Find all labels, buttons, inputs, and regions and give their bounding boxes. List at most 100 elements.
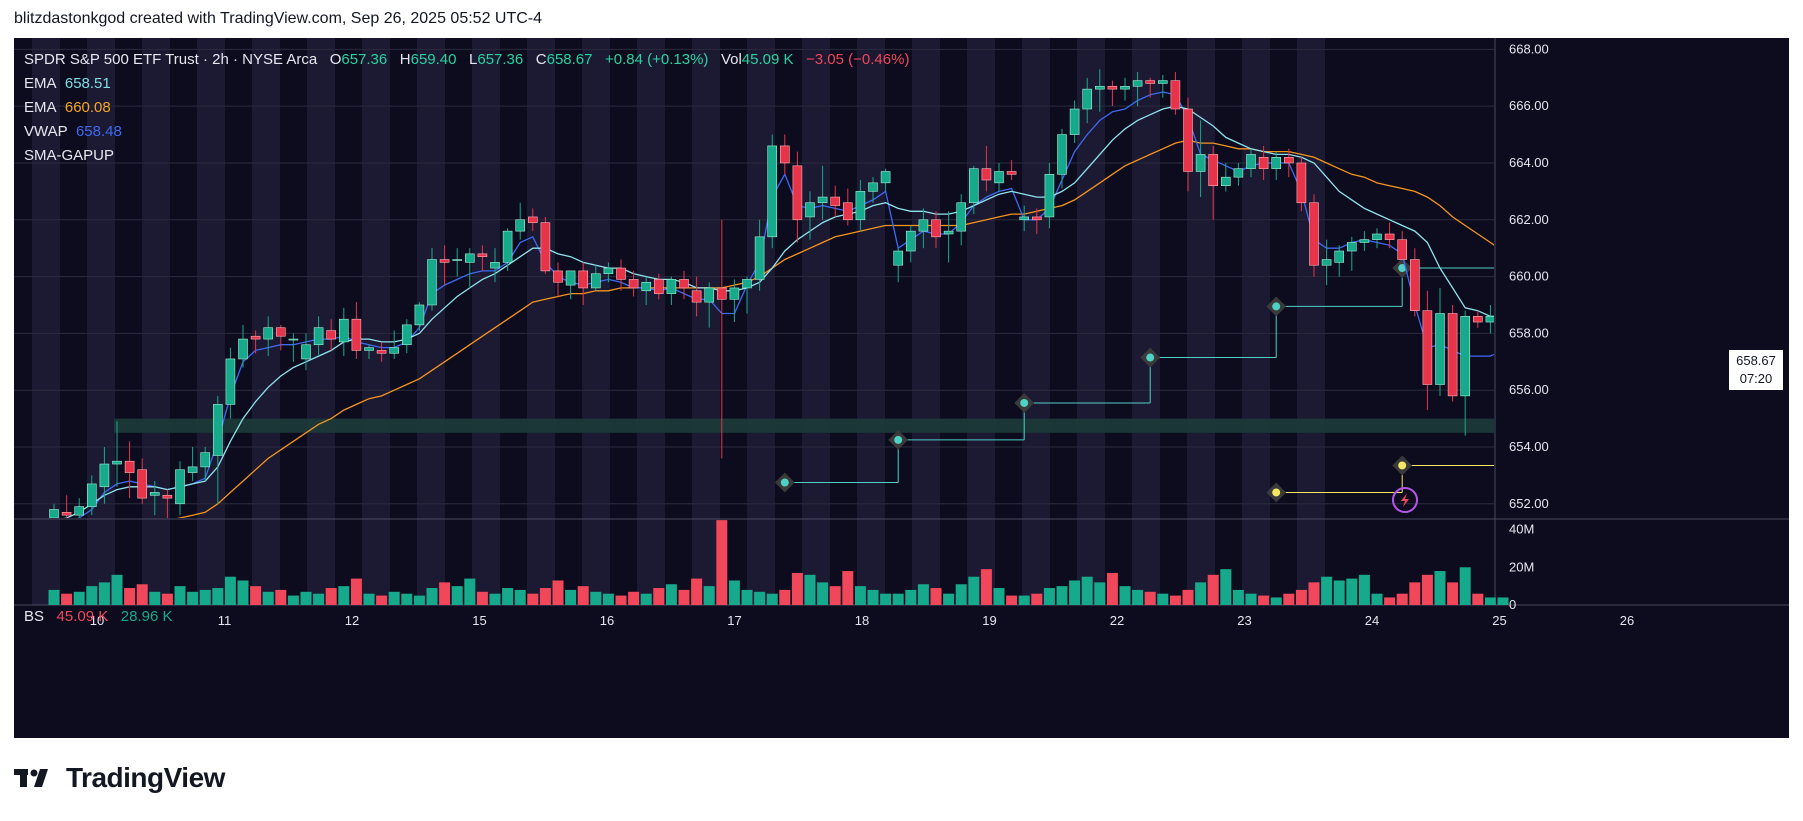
volume-bar bbox=[1119, 586, 1131, 605]
volume-axis-label: 0 bbox=[1509, 597, 1516, 612]
volume-bar bbox=[1384, 597, 1396, 605]
volume-bar bbox=[136, 584, 148, 605]
volume-bar bbox=[829, 586, 841, 605]
candle-body bbox=[1284, 156, 1294, 164]
volume-bar bbox=[628, 591, 640, 605]
volume-bar bbox=[892, 593, 904, 605]
symbol-title[interactable]: SPDR S&P 500 ETF Trust · 2h · NYSE Arca bbox=[24, 51, 318, 68]
gap-marker bbox=[780, 478, 789, 487]
price-axis-label: 662.00 bbox=[1509, 212, 1549, 227]
volume-bar bbox=[1434, 571, 1446, 605]
open-label: O bbox=[329, 51, 342, 68]
ema-fast-value: 658.51 bbox=[64, 75, 111, 92]
candle-body bbox=[1069, 108, 1080, 135]
time-axis-label: 17 bbox=[727, 613, 741, 628]
ema-fast-line bbox=[63, 105, 1494, 518]
candle-body bbox=[578, 270, 589, 289]
time-axis-label: 11 bbox=[218, 613, 232, 628]
volume-bar bbox=[602, 593, 614, 605]
ema-fast-row[interactable]: EMA 658.51 bbox=[24, 72, 909, 96]
vwap-row[interactable]: VWAP 658.48 bbox=[24, 120, 909, 144]
candle-body bbox=[1410, 259, 1420, 311]
candle-body bbox=[49, 509, 59, 518]
candle-body bbox=[1208, 154, 1218, 186]
candle-body bbox=[175, 469, 185, 505]
candle-body bbox=[742, 279, 752, 289]
time-axis-label: 23 bbox=[1237, 613, 1251, 628]
volume-bar bbox=[1346, 578, 1358, 605]
volume-bar bbox=[1245, 593, 1257, 605]
candle-body bbox=[1082, 88, 1092, 110]
volume-bar bbox=[187, 591, 199, 605]
volume-bar bbox=[741, 589, 753, 605]
candle-body bbox=[389, 347, 400, 354]
candle-body bbox=[502, 230, 513, 263]
ohlc-row: SPDR S&P 500 ETF Trust · 2h · NYSE Arca … bbox=[24, 48, 909, 72]
candle-body bbox=[112, 460, 122, 465]
volume-bar bbox=[1157, 593, 1169, 605]
candlestick-chart[interactable]: 668.00 666.00 664.00 662.00 660.00 658.00 656.… bbox=[14, 38, 1789, 738]
volume-axis-label: 40M bbox=[1509, 522, 1534, 537]
gap-marker bbox=[894, 435, 903, 444]
candle-body bbox=[679, 279, 689, 289]
volume-bar bbox=[590, 591, 602, 605]
volume-bar bbox=[779, 589, 791, 605]
vwap-value: 658.48 bbox=[75, 123, 122, 140]
candle-body bbox=[1309, 202, 1319, 266]
candle-body bbox=[1145, 80, 1155, 84]
price-axis-label: 652.00 bbox=[1509, 496, 1549, 511]
candle-body bbox=[893, 250, 904, 266]
candle-body bbox=[1397, 239, 1407, 260]
candle-body bbox=[427, 259, 437, 306]
volume-bar bbox=[665, 584, 677, 605]
session-stripe bbox=[1077, 38, 1105, 605]
candle-body bbox=[275, 327, 286, 337]
volume-legend[interactable]: BS 45.09 K 28.96 K bbox=[24, 608, 172, 625]
volume-bar bbox=[199, 589, 211, 605]
session-stripe bbox=[857, 38, 885, 605]
candle-body bbox=[313, 327, 324, 346]
candle-body bbox=[880, 171, 891, 184]
volume-bar bbox=[1283, 593, 1295, 605]
session-stripe bbox=[692, 38, 720, 605]
volume-bar bbox=[350, 578, 362, 605]
volume-bar bbox=[615, 595, 627, 605]
time-axis-label: 25 bbox=[1492, 613, 1506, 628]
candle-body bbox=[527, 216, 538, 223]
volume-bar bbox=[98, 582, 110, 605]
volume-bar bbox=[1396, 593, 1408, 605]
volume-indicator-label: BS bbox=[24, 608, 45, 625]
alert-icon bbox=[1392, 487, 1418, 513]
volume-bar bbox=[1043, 588, 1055, 605]
candle-body bbox=[1384, 233, 1395, 240]
candle-body bbox=[968, 168, 979, 204]
candle-body bbox=[931, 219, 941, 238]
volume-bar bbox=[1459, 567, 1471, 605]
volume-bar bbox=[250, 586, 262, 605]
volume-bar bbox=[993, 588, 1005, 605]
ema-slow-row[interactable]: EMA 660.08 bbox=[24, 96, 909, 120]
volume-bar bbox=[1447, 582, 1459, 605]
volume-bar bbox=[61, 593, 73, 605]
volume-bar bbox=[1258, 595, 1270, 605]
candle-body bbox=[187, 466, 198, 473]
volume-bar bbox=[489, 593, 501, 605]
candle-body bbox=[99, 463, 110, 488]
session-stripe bbox=[967, 38, 995, 605]
candle-body bbox=[61, 512, 72, 516]
footer-brand-name: TradingView bbox=[66, 762, 225, 793]
volume-bar bbox=[1220, 569, 1232, 605]
sma-gapup-row[interactable]: SMA-GAPUP bbox=[24, 144, 909, 168]
chart-attribution: blitzdastonkgod created with TradingView… bbox=[14, 10, 543, 27]
candle-body bbox=[868, 182, 878, 192]
volume-bar bbox=[728, 580, 740, 605]
gap-marker bbox=[1020, 398, 1029, 407]
volume-bar bbox=[1056, 586, 1068, 605]
candle-body bbox=[603, 267, 614, 275]
sma-gapup-label: SMA-GAPUP bbox=[24, 147, 115, 164]
chart-frame[interactable]: 668.00 666.00 664.00 662.00 660.00 658.00 656.… bbox=[14, 38, 1789, 738]
volume-bar bbox=[1081, 576, 1093, 605]
candle-body bbox=[1183, 108, 1193, 172]
volume-bar bbox=[791, 572, 803, 605]
volume-bar bbox=[1031, 593, 1043, 605]
